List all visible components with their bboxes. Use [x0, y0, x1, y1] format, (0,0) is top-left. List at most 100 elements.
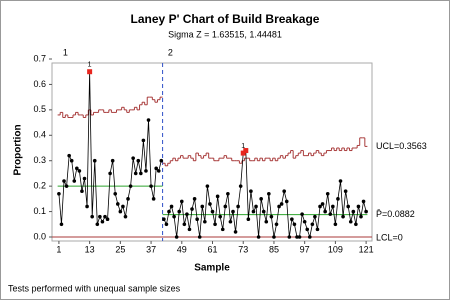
data-point [325, 191, 330, 196]
data-point [95, 222, 100, 227]
ucl-label: UCL=0.3563 [376, 141, 427, 151]
data-point [77, 169, 82, 173]
x-tick-label: 37 [146, 244, 156, 254]
footnote: Tests performed with unequal sample size… [8, 283, 181, 293]
data-point [121, 204, 125, 209]
y-tick-label: 0.6 [33, 79, 46, 89]
x-tick-label: 85 [269, 244, 279, 254]
data-point [136, 158, 141, 163]
data-point [210, 209, 215, 214]
data-point [203, 219, 207, 224]
data-point [187, 227, 192, 232]
data-point [151, 197, 156, 201]
data-point [72, 179, 77, 183]
data-point [297, 235, 302, 239]
data-point [331, 204, 335, 209]
data-point [113, 191, 118, 196]
data-point [354, 222, 358, 227]
data-point [185, 212, 189, 216]
data-point [305, 227, 310, 232]
data-point [64, 184, 69, 188]
data-point [251, 209, 256, 214]
y-tick-label: 0.1 [33, 206, 46, 216]
data-point [333, 222, 338, 227]
x-tick-label: 1 [56, 244, 61, 254]
data-point [75, 166, 79, 171]
data-point [346, 204, 350, 209]
data-point [226, 191, 230, 196]
data-point [82, 176, 87, 181]
x-tick-label: 49 [177, 244, 187, 254]
data-point [105, 217, 110, 221]
data-point [287, 235, 292, 239]
data-point [149, 184, 153, 188]
data-point [274, 222, 279, 227]
data-point [90, 214, 94, 219]
flag-label: 1 [88, 62, 92, 69]
data-point [341, 214, 345, 219]
y-tick-label: 0.0 [33, 231, 46, 241]
data-point [197, 235, 202, 239]
data-point [269, 214, 274, 219]
stage-label: 2 [168, 47, 173, 57]
flagged-point [240, 150, 246, 156]
flag-label: 1 [241, 143, 245, 150]
data-point [318, 204, 322, 209]
data-point [59, 222, 64, 227]
data-point [67, 153, 71, 158]
data-point [272, 235, 276, 239]
data-point [220, 227, 225, 232]
data-point [208, 202, 212, 206]
data-point [279, 202, 284, 206]
data-point [115, 202, 120, 206]
data-point [364, 209, 368, 214]
data-point [277, 204, 281, 209]
data-point [284, 199, 289, 204]
data-point [179, 199, 184, 204]
data-point [290, 217, 294, 221]
data-point [174, 235, 179, 239]
data-point [195, 217, 199, 221]
data-point [213, 222, 217, 227]
flagged-point [87, 69, 93, 75]
data-point [261, 209, 266, 214]
data-point [359, 214, 363, 219]
data-point [215, 194, 220, 199]
stage-label: 1 [63, 47, 68, 57]
data-point [310, 222, 315, 227]
data-point [256, 235, 261, 239]
data-point [103, 214, 107, 219]
x-tick-label: 61 [208, 244, 218, 254]
x-tick-label: 97 [300, 244, 310, 254]
data-point [177, 209, 182, 214]
x-axis-label: Sample [194, 263, 230, 274]
data-point [307, 235, 312, 239]
data-point [159, 158, 164, 163]
data-point [190, 207, 194, 211]
data-point [338, 179, 343, 183]
data-point [236, 204, 240, 209]
data-point [231, 209, 235, 214]
data-point [182, 222, 187, 227]
data-point [320, 202, 325, 206]
x-tick-label: 73 [238, 244, 248, 254]
data-point [254, 204, 258, 209]
y-axis-label: Proportion [13, 124, 24, 175]
data-point [141, 138, 146, 143]
data-point [351, 209, 356, 214]
data-point [69, 158, 74, 163]
data-point [167, 209, 171, 214]
y-tick-label: 0.4 [33, 130, 46, 140]
data-point [98, 214, 102, 219]
data-point [300, 212, 304, 216]
data-point [302, 219, 307, 224]
data-point [118, 209, 123, 214]
data-point [228, 219, 233, 224]
data-point [315, 227, 320, 232]
data-point [126, 197, 130, 201]
lcl-label: LCL=0 [376, 232, 403, 242]
x-tick-label: 13 [85, 244, 95, 254]
data-point [57, 191, 61, 196]
data-point [192, 197, 197, 201]
